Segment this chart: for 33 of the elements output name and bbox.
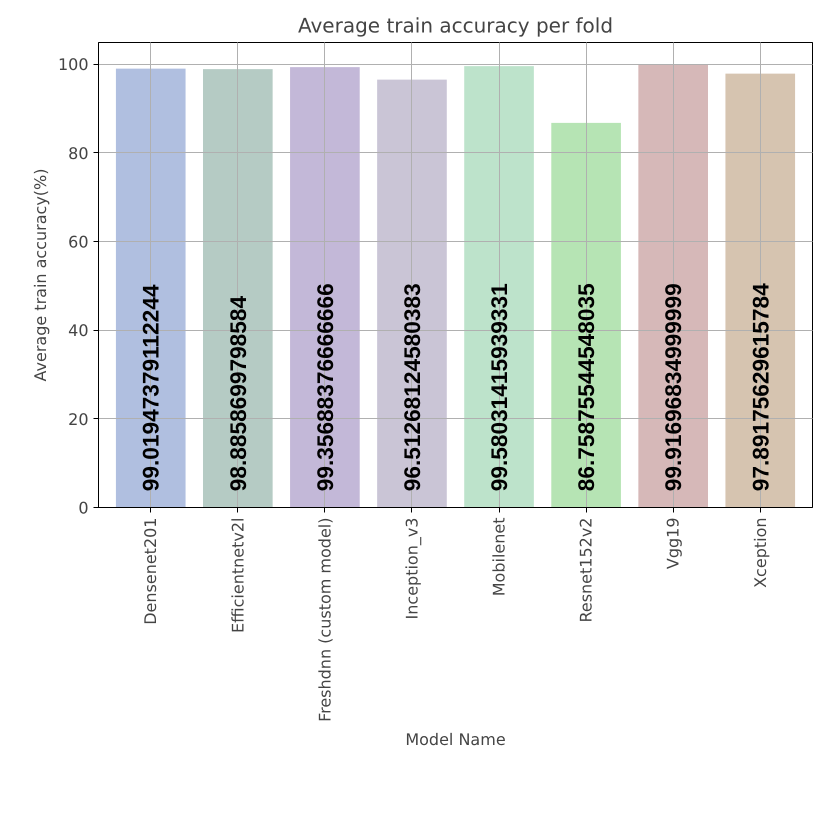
x-tick-label: Freshdnn (custom model)	[315, 518, 334, 722]
x-tick-label: Inception_v3	[402, 518, 422, 620]
data-label: 96.51268124580383	[398, 283, 425, 492]
bar	[116, 68, 186, 508]
bar	[725, 74, 796, 508]
chart-title: Average train accuracy per fold	[298, 14, 614, 38]
y-tick-label: 40	[68, 321, 88, 340]
bar	[551, 122, 621, 508]
data-label: 98.8858699798584	[224, 296, 251, 492]
x-tick-label: Densenet201	[141, 518, 160, 625]
data-label: 99.58031415939331	[486, 283, 512, 492]
y-tick-label: 60	[68, 232, 88, 252]
data-label: 99.91696834999999	[660, 283, 686, 492]
bar	[638, 64, 708, 508]
x-tick-label: Resnet152v2	[576, 517, 596, 623]
data-label: 86.75875544548035	[573, 283, 600, 492]
data-label: 99.01947379112244	[138, 284, 164, 492]
bar	[290, 67, 360, 508]
y-tick-label: 80	[68, 144, 88, 163]
x-tick-label: Vgg19	[664, 517, 683, 570]
x-tick-label: Efficientnetv2l	[228, 517, 248, 633]
bar	[202, 69, 273, 508]
x-tick-label: Mobilenet	[490, 517, 509, 596]
y-tick-label: 0	[78, 498, 89, 518]
y-tick-label: 20	[68, 410, 88, 429]
x-axis-title: Model Name	[405, 730, 506, 749]
data-label: 97.89175629615784	[747, 282, 774, 492]
bar	[377, 80, 447, 508]
data-label: 99.35688376666666	[312, 283, 338, 492]
x-tick-label: Xception	[750, 518, 770, 588]
y-axis-title: Average train accuracy(%)	[30, 168, 50, 382]
y-tick-label: 100	[58, 55, 89, 74]
bar	[464, 66, 534, 508]
